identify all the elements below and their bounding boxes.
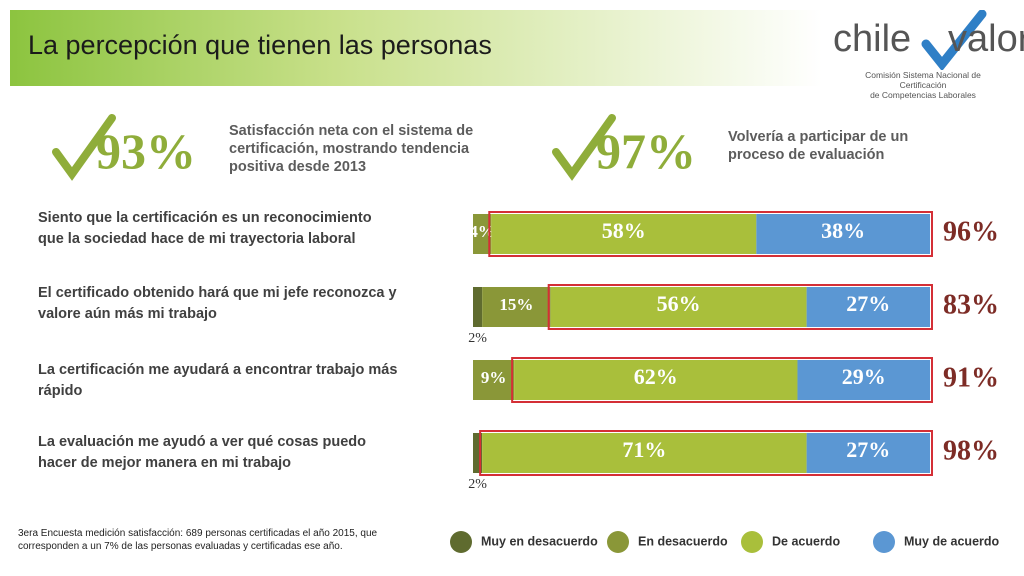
logo-left: chile <box>833 18 912 60</box>
legend-label: Muy en desacuerdo <box>481 534 598 548</box>
logo-subtitle-line: Comisión Sistema Nacional de Certificaci… <box>865 70 981 90</box>
legend-swatch <box>450 531 472 553</box>
logo-right: valora <box>948 18 1024 60</box>
bar-segment <box>473 360 515 400</box>
total-label: 98% <box>943 435 999 466</box>
logo-subtitle-line: de Competencias Laborales <box>870 90 976 100</box>
legend-label: De acuerdo <box>772 534 840 548</box>
bar-segment <box>491 214 757 254</box>
bar-segment <box>514 360 798 400</box>
bar-segment <box>473 287 483 327</box>
legend-swatch <box>741 531 763 553</box>
header-band <box>10 10 822 86</box>
highlight-value: 97% <box>596 123 696 179</box>
total-label: 96% <box>943 216 999 247</box>
bar-segment <box>473 433 483 473</box>
value-label: 2% <box>468 477 487 492</box>
bar-segment <box>756 214 930 254</box>
total-label: 91% <box>943 362 999 393</box>
agree-outline <box>511 357 933 403</box>
legend-label: Muy de acuerdo <box>904 534 1000 548</box>
check-icon <box>552 114 616 181</box>
value-label: 71% <box>622 437 666 462</box>
title: La percepción que tienen las personas <box>28 30 492 60</box>
legend-swatch <box>607 531 629 553</box>
statement: La evaluación me ayudó a ver qué cosas p… <box>38 434 366 471</box>
check-icon <box>52 114 116 181</box>
value-label: 4% <box>469 222 495 241</box>
legend-label: En desacuerdo <box>638 534 728 548</box>
value-label: 58% <box>602 218 646 243</box>
value-label: 2% <box>468 331 487 346</box>
bar-segment <box>482 287 551 327</box>
value-label: 27% <box>846 437 890 462</box>
value-label: 27% <box>846 291 890 316</box>
value-label: 38% <box>821 218 865 243</box>
bar-segment <box>797 360 930 400</box>
statement: Siento que la certificación es un recono… <box>38 210 372 247</box>
bar-segment <box>473 214 492 254</box>
value-label: 9% <box>481 368 507 387</box>
total-label: 83% <box>943 289 999 320</box>
logo-check <box>921 10 987 70</box>
statement: El certificado obtenido hará que mi jefe… <box>38 285 397 322</box>
agree-outline <box>479 430 933 476</box>
highlight-value: 93% <box>96 123 196 179</box>
value-label: 62% <box>634 364 678 389</box>
value-label: 56% <box>657 291 701 316</box>
highlight-text: Satisfacción neta con el sistema de cert… <box>229 123 474 175</box>
bar-segment <box>806 287 930 327</box>
bar-segment <box>550 287 807 327</box>
highlight-text: Volvería a participar de un proceso de e… <box>728 129 909 163</box>
value-label: 29% <box>842 364 886 389</box>
legend-swatch <box>873 531 895 553</box>
bar-segment <box>806 433 930 473</box>
agree-outline <box>547 284 933 330</box>
agree-outline <box>488 211 933 257</box>
statement: La certificación me ayudará a encontrar … <box>38 362 398 399</box>
bar-segment <box>482 433 807 473</box>
logo-subtitle: Comisión Sistema Nacional de Certificaci… <box>848 70 998 100</box>
value-label: 15% <box>499 295 533 314</box>
footnote: 3era Encuesta medición satisfacción: 689… <box>18 528 378 552</box>
